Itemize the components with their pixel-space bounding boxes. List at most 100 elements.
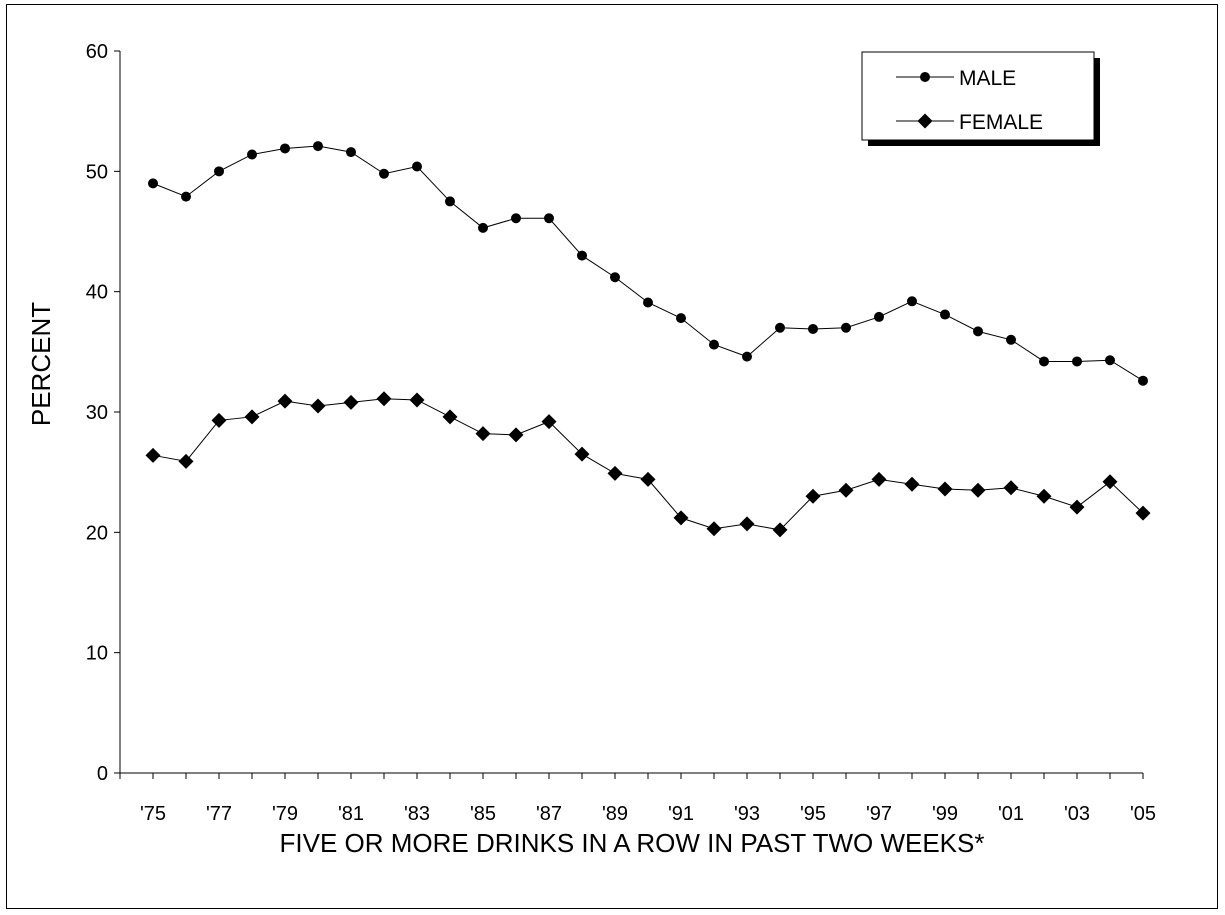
x-tick-label: '89 [602,803,628,825]
x-tick-label: '83 [404,803,430,825]
male-point [511,213,521,224]
female-point [1069,499,1085,515]
x-tick-label: '77 [206,803,232,825]
female-point [1135,505,1151,521]
male-point [1105,355,1115,366]
legend-box [861,51,1095,141]
female-point [541,414,557,430]
male-point [445,196,455,207]
x-tick-label: '75 [140,803,166,825]
female-point [904,476,920,492]
female-point [1102,474,1118,490]
male-point [346,147,356,158]
female-point [211,412,227,428]
legend-label-male: MALE [959,67,1016,90]
female-point [178,453,194,469]
male-point [610,272,620,283]
female-point [640,471,656,487]
legend-marker-female [917,113,933,129]
male-point [181,191,191,202]
male-point [544,213,554,224]
male-point [412,161,422,172]
female-point [673,510,689,526]
male-point [973,326,983,337]
male-point [1006,334,1016,345]
male-point [214,166,224,177]
male-point [379,168,389,179]
y-tick-label: 10 [86,643,108,665]
male-point [643,297,653,308]
axes [114,50,1144,779]
male-point [940,309,950,320]
female-point [574,446,590,462]
x-tick-label: '79 [272,803,298,825]
y-tick-label: 40 [86,282,108,304]
female-point [310,398,326,414]
female-line [152,398,1144,531]
y-tick-label: 50 [86,161,108,183]
male-point [841,322,851,333]
x-tick-label: '03 [1064,803,1090,825]
male-point [313,141,323,152]
male-point [775,322,785,333]
legend-item-male: MALE [896,67,1016,90]
x-tick-label: '85 [470,803,496,825]
series-layer [145,141,1151,538]
legend-items: MALE FEMALE [896,67,1043,134]
x-tick-label: '97 [866,803,892,825]
male-point [907,296,917,307]
female-series [145,391,1151,538]
male-point [676,313,686,324]
y-tick-label: 0 [97,763,108,785]
male-point [1138,375,1148,386]
male-point [148,178,158,189]
female-point [607,465,623,481]
x-tick-label: '93 [734,803,760,825]
female-point [706,521,722,537]
x-tick-label: '01 [998,803,1024,825]
female-point [475,426,491,442]
female-point [871,471,887,487]
female-point [145,447,161,463]
y-tick-labels: 0 10 20 30 40 50 60 [86,41,108,785]
male-point [247,149,257,160]
male-point [1039,356,1049,367]
female-point [376,391,392,407]
male-point [280,143,290,154]
male-point [478,222,488,233]
legend-label-female: FEMALE [959,111,1043,134]
chart-frame [6,4,1218,909]
x-axis-title: FIVE OR MORE DRINKS IN A ROW IN PAST TWO… [280,828,985,858]
male-point [808,323,818,334]
male-point [709,339,719,350]
male-point [1072,356,1082,367]
y-tick-label: 60 [86,41,108,63]
x-tick-label: '05 [1130,803,1156,825]
male-point [742,351,752,362]
legend-item-female: FEMALE [896,111,1043,134]
male-point [577,250,587,261]
female-point [277,393,293,409]
x-tick-label: '91 [668,803,694,825]
female-point [508,427,524,443]
x-tick-label: '95 [800,803,826,825]
female-point [970,482,986,498]
y-axis-title: PERCENT [26,302,56,426]
x-tick-label: '81 [338,803,364,825]
legend: MALE FEMALE [861,51,1100,146]
female-point [1036,488,1052,504]
female-point [772,522,788,538]
female-point [442,409,458,425]
female-point [244,409,260,425]
male-line [152,145,1144,382]
male-point [874,311,884,322]
female-point [1003,480,1019,496]
female-point [343,394,359,410]
x-tick-labels: '75 '77 '79 '81 '83 '85 '87 '89 '91 '93 '95 '97 '99 '… [140,803,1156,825]
female-point [805,488,821,504]
y-tick-label: 20 [86,522,108,544]
female-point [409,392,425,408]
x-tick-label: '99 [932,803,958,825]
x-tick-label: '87 [536,803,562,825]
